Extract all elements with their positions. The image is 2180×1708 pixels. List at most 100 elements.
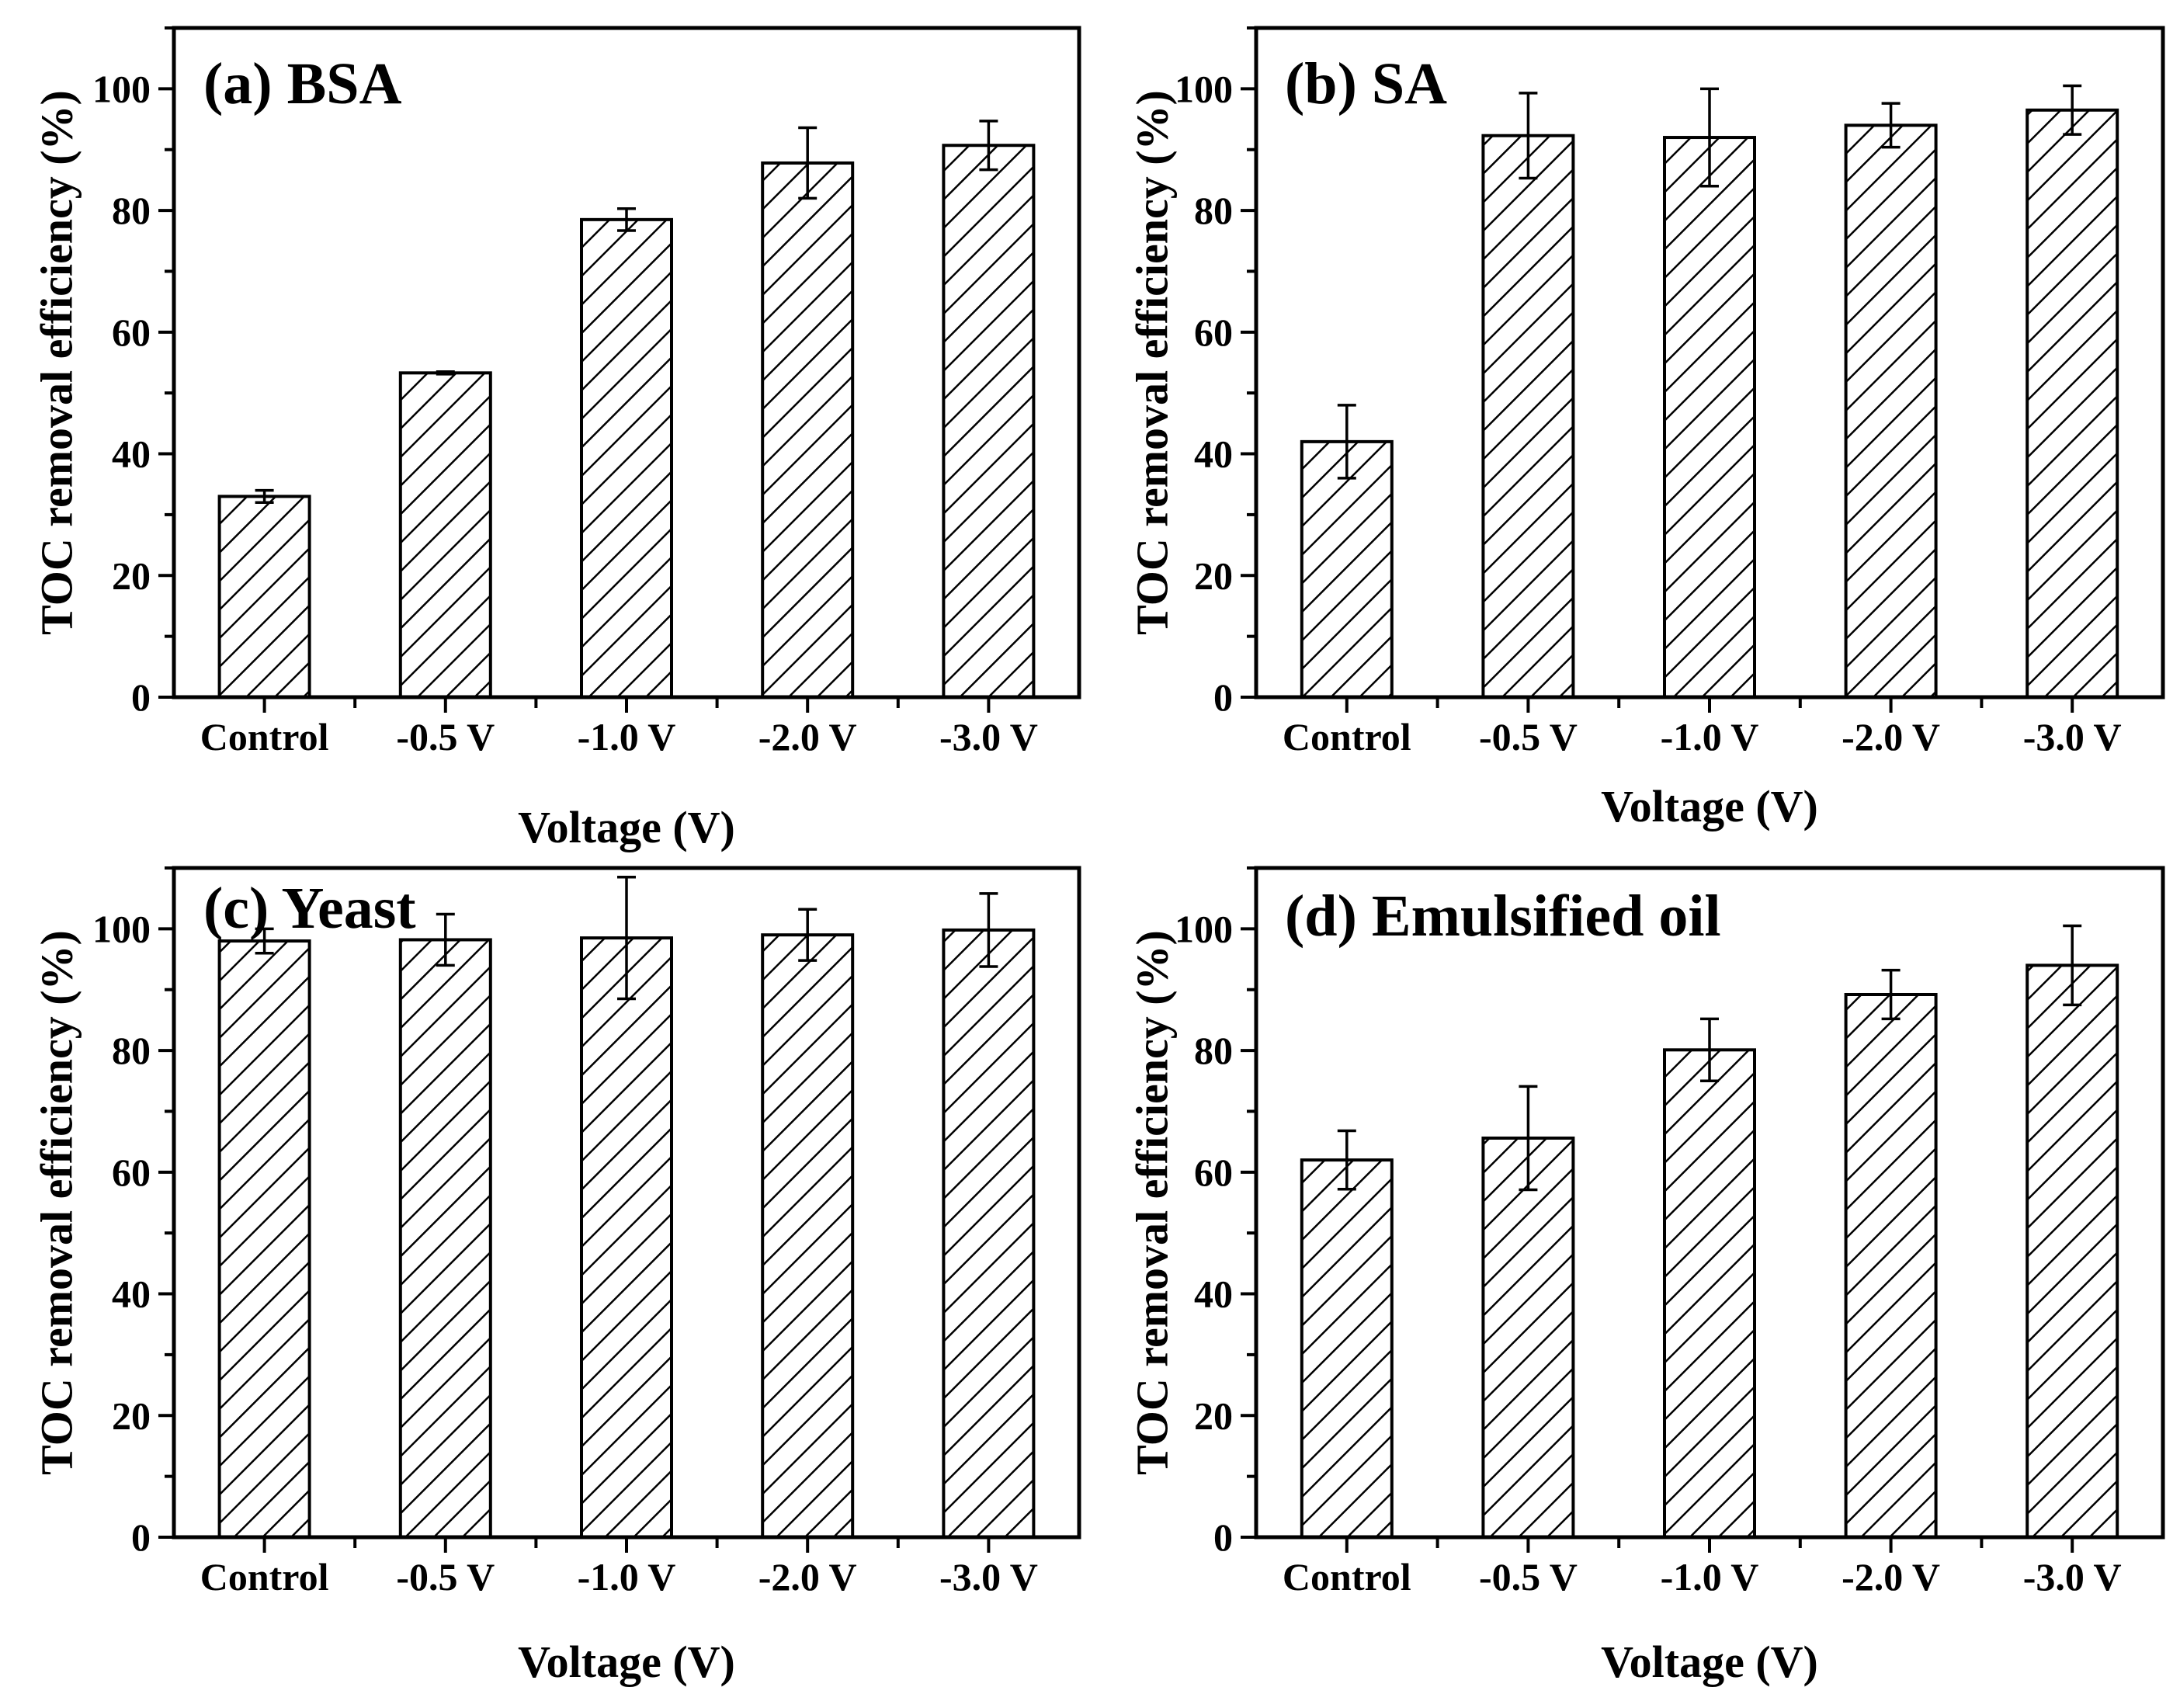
chart-panel-c: 0 20 40 60 80 100 Control -0.5 V -1.0 V -2.0 V -3.… bbox=[32, 866, 1081, 1687]
bar bbox=[2026, 963, 2119, 1539]
y-axis-label: TOC removal efficiency (%) bbox=[32, 930, 82, 1475]
x-tick-label: -1.0 V bbox=[1661, 1555, 1759, 1599]
bar bbox=[398, 938, 492, 1539]
error-bar bbox=[255, 927, 274, 955]
error-bar bbox=[1700, 1017, 1719, 1083]
y-tick-label: 0 bbox=[1213, 1515, 1233, 1559]
bar bbox=[1844, 123, 1938, 699]
bar bbox=[1300, 439, 1394, 699]
y-tick-label: 40 bbox=[112, 432, 151, 476]
bar bbox=[580, 217, 673, 699]
y-tick-label: 0 bbox=[1213, 675, 1233, 719]
y-tick-label: 100 bbox=[92, 67, 151, 110]
y-tick-label: 60 bbox=[112, 1151, 151, 1194]
y-tick-label: 80 bbox=[1194, 1029, 1233, 1072]
x-tick-label: -0.5 V bbox=[396, 715, 495, 759]
error-bar bbox=[798, 908, 818, 962]
y-tick-label: 20 bbox=[112, 1394, 151, 1437]
x-axis-label: Voltage (V) bbox=[518, 802, 735, 852]
y-tick-label: 100 bbox=[1175, 907, 1233, 950]
chart-panel-d: 0 20 40 60 80 100 Control -0.5 V -1.0 V -2.0 V -3.… bbox=[1127, 866, 2165, 1687]
error-bar bbox=[2063, 84, 2082, 136]
panel-title: (d) Emulsified oil bbox=[1285, 884, 1721, 949]
x-tick-label: Control bbox=[1283, 715, 1411, 759]
error-bar bbox=[436, 370, 455, 376]
x-tick-label: -2.0 V bbox=[758, 715, 857, 759]
y-tick-label: 80 bbox=[112, 1029, 151, 1072]
chart-panel-b: 0 20 40 60 80 100 Control -0.5 V -1.0 V -2.0 V -3.… bbox=[1127, 26, 2165, 831]
x-tick-label: -3.0 V bbox=[939, 715, 1038, 759]
x-tick-label: -0.5 V bbox=[396, 1555, 495, 1599]
bar bbox=[761, 161, 855, 699]
bar bbox=[761, 933, 855, 1539]
x-axis-label: Voltage (V) bbox=[1601, 781, 1818, 831]
error-bar bbox=[1700, 87, 1719, 188]
bar bbox=[580, 936, 673, 1539]
error-bar bbox=[979, 892, 998, 968]
bar bbox=[1844, 992, 1938, 1539]
y-tick-label: 100 bbox=[92, 907, 151, 950]
bar bbox=[2026, 108, 2119, 700]
x-tick-label: -2.0 V bbox=[1842, 1555, 1940, 1599]
y-axis-label: TOC removal efficiency (%) bbox=[1127, 90, 1178, 635]
bar bbox=[942, 144, 1036, 699]
bar bbox=[398, 371, 492, 699]
panel-title: (b) SA bbox=[1285, 51, 1447, 116]
x-tick-label: -1.0 V bbox=[578, 715, 676, 759]
error-bar bbox=[1881, 968, 1901, 1021]
error-bar bbox=[798, 126, 818, 200]
x-axis-label: Voltage (V) bbox=[518, 1637, 735, 1687]
bar bbox=[1663, 1048, 1756, 1539]
y-tick-label: 60 bbox=[1194, 311, 1233, 354]
bar bbox=[217, 495, 311, 700]
x-tick-label: -3.0 V bbox=[939, 1555, 1038, 1599]
y-tick-label: 0 bbox=[131, 675, 151, 719]
panel-title: (c) Yeast bbox=[203, 876, 416, 941]
y-tick-label: 80 bbox=[1194, 189, 1233, 232]
x-tick-label: Control bbox=[1283, 1555, 1411, 1599]
x-tick-label: -2.0 V bbox=[758, 1555, 857, 1599]
bar bbox=[1300, 1158, 1394, 1540]
y-tick-label: 60 bbox=[1194, 1151, 1233, 1194]
y-tick-label: 40 bbox=[1194, 1272, 1233, 1316]
error-bar bbox=[436, 912, 455, 967]
error-bar bbox=[1519, 92, 1538, 180]
x-tick-label: -0.5 V bbox=[1479, 1555, 1578, 1599]
bar bbox=[1663, 136, 1756, 699]
x-tick-label: Control bbox=[200, 1555, 329, 1599]
y-tick-label: 60 bbox=[112, 311, 151, 354]
error-bar bbox=[617, 207, 636, 232]
error-bar bbox=[617, 876, 636, 1001]
y-tick-label: 40 bbox=[1194, 432, 1233, 476]
y-tick-label: 0 bbox=[131, 1515, 151, 1559]
bar bbox=[942, 928, 1036, 1539]
y-axis-label: TOC removal efficiency (%) bbox=[32, 90, 82, 635]
error-bar bbox=[1337, 1129, 1356, 1191]
y-tick-label: 80 bbox=[112, 189, 151, 232]
bar bbox=[217, 939, 311, 1539]
error-bar bbox=[255, 488, 274, 504]
error-bar bbox=[1337, 404, 1356, 480]
chart-panel-a: 0 20 40 60 80 100 Control -0.5 V -1.0 V -2.0 V -3.… bbox=[32, 26, 1081, 852]
error-bar bbox=[1519, 1085, 1538, 1192]
bar bbox=[1481, 134, 1575, 700]
y-tick-label: 20 bbox=[1194, 554, 1233, 597]
x-tick-label: -2.0 V bbox=[1842, 715, 1940, 759]
x-tick-label: -0.5 V bbox=[1479, 715, 1578, 759]
y-axis-label: TOC removal efficiency (%) bbox=[1127, 930, 1178, 1475]
x-axis-label: Voltage (V) bbox=[1601, 1637, 1818, 1687]
x-tick-label: -3.0 V bbox=[2023, 1555, 2122, 1599]
x-tick-label: -3.0 V bbox=[2023, 715, 2122, 759]
y-tick-label: 20 bbox=[1194, 1394, 1233, 1437]
y-tick-label: 100 bbox=[1175, 67, 1233, 110]
error-bar bbox=[1881, 102, 1901, 149]
error-bar bbox=[979, 120, 998, 172]
y-tick-label: 40 bbox=[112, 1272, 151, 1316]
error-bar bbox=[2063, 924, 2082, 1007]
x-tick-label: -1.0 V bbox=[578, 1555, 676, 1599]
bar bbox=[1481, 1136, 1575, 1539]
y-tick-label: 20 bbox=[112, 554, 151, 597]
x-tick-label: -1.0 V bbox=[1661, 715, 1759, 759]
panel-title: (a) BSA bbox=[203, 51, 402, 116]
